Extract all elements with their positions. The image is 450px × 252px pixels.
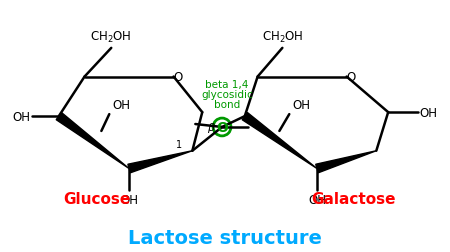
Text: CH$_2$OH: CH$_2$OH: [261, 30, 303, 45]
Polygon shape: [316, 151, 376, 173]
Text: O: O: [346, 71, 355, 84]
Text: O: O: [173, 71, 182, 84]
Text: beta 1,4: beta 1,4: [205, 80, 249, 90]
Text: O: O: [216, 120, 228, 135]
Text: OH: OH: [112, 99, 130, 112]
Text: glycosidic: glycosidic: [201, 90, 253, 100]
Text: Galactose: Galactose: [311, 191, 396, 206]
Text: β: β: [207, 122, 214, 133]
Text: OH: OH: [308, 194, 326, 206]
Text: OH: OH: [12, 110, 30, 123]
Circle shape: [213, 119, 231, 136]
Polygon shape: [128, 151, 192, 173]
Text: CH$_2$OH: CH$_2$OH: [90, 30, 132, 45]
Text: 1: 1: [176, 139, 182, 149]
Text: OH: OH: [292, 99, 310, 112]
Text: Lactose structure: Lactose structure: [128, 228, 322, 247]
Polygon shape: [242, 113, 317, 169]
Polygon shape: [56, 113, 129, 169]
Text: bond: bond: [214, 100, 240, 110]
Text: Glucose: Glucose: [63, 191, 130, 206]
Text: OH: OH: [420, 106, 438, 119]
Text: OH: OH: [120, 194, 138, 206]
